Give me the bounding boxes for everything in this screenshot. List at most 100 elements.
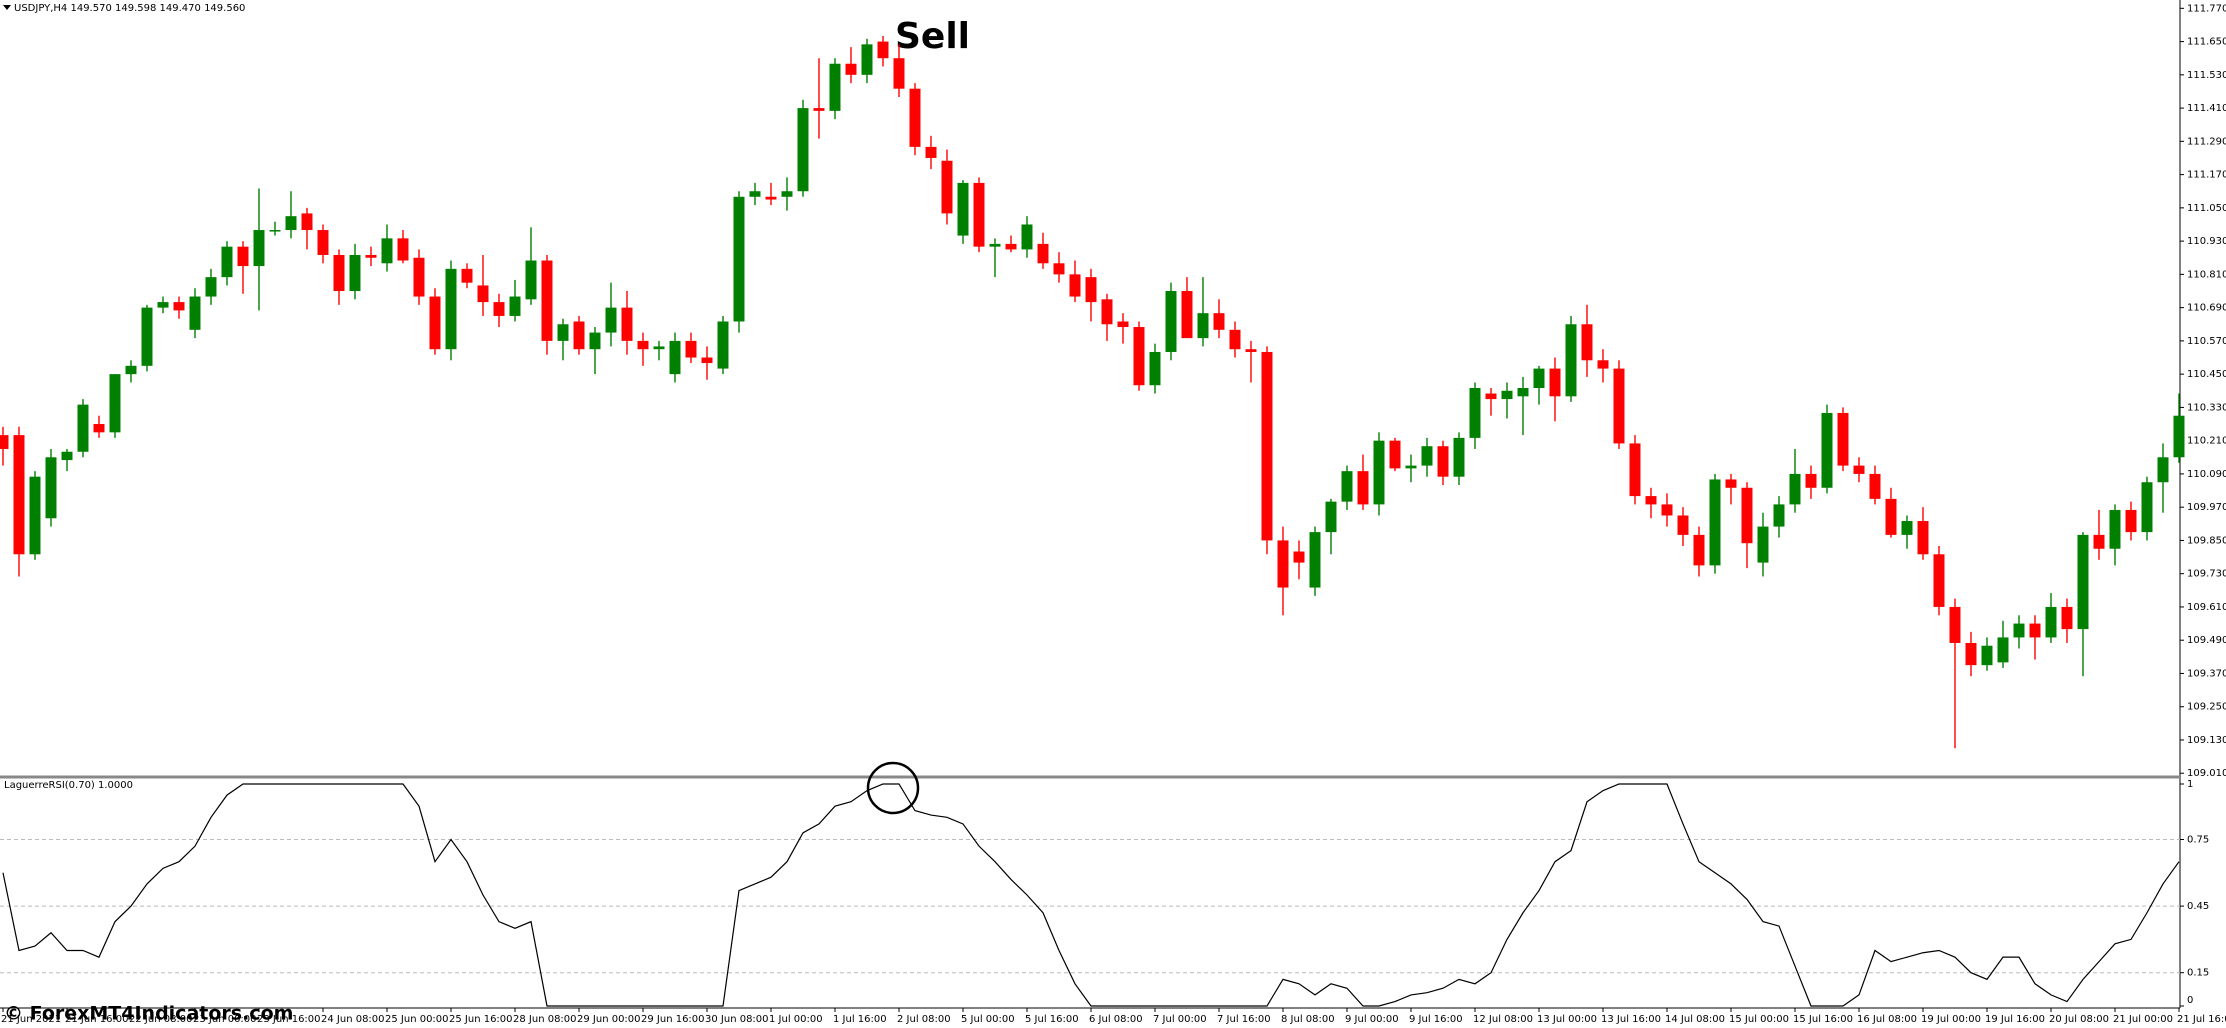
candle-body (253, 230, 265, 267)
candle-body (477, 285, 489, 303)
candle-body (765, 196, 777, 200)
candle-body (1485, 393, 1497, 400)
x-tick-label: 21 Jun 2021 (1, 1014, 61, 1025)
candle-body (1565, 324, 1577, 397)
candle-body (317, 230, 329, 255)
candle-body (29, 476, 41, 555)
candle-body (1069, 274, 1081, 297)
candle-body (637, 340, 649, 350)
candle-body (669, 340, 681, 375)
x-tick-label: 7 Jul 16:00 (1217, 1014, 1271, 1025)
y-tick-label: 110.210 (2187, 436, 2226, 447)
menu-arrow (3, 5, 11, 10)
y-tick-label: 111.290 (2187, 136, 2226, 147)
candle-body (1965, 642, 1977, 666)
candle-body (1645, 496, 1657, 505)
candle-body (125, 365, 137, 375)
candle-body (653, 346, 665, 350)
x-tick-label: 1 Jul 00:00 (769, 1014, 823, 1025)
x-tick-label: 1 Jul 16:00 (833, 1014, 887, 1025)
candle-body (1917, 521, 1929, 555)
candle-body (333, 254, 345, 291)
candle-body (445, 268, 457, 350)
candle-body (813, 108, 825, 111)
candle-body (1309, 532, 1321, 588)
indicator-tick-label: 0 (2187, 995, 2193, 1006)
x-tick-label: 22 Jun 08:00 (129, 1014, 193, 1025)
x-tick-label: 5 Jul 16:00 (1025, 1014, 1079, 1025)
candle-body (301, 213, 313, 231)
candle-body (685, 340, 697, 358)
candle-body (557, 324, 569, 341)
y-tick-label: 111.530 (2187, 70, 2226, 81)
candle-body (1693, 534, 1705, 566)
x-tick-label: 7 Jul 00:00 (1153, 1014, 1207, 1025)
candle-body (2077, 534, 2089, 630)
candle-body (1661, 504, 1673, 516)
candle-body (1421, 446, 1433, 466)
y-tick-label: 111.050 (2187, 203, 2226, 214)
candle-body (733, 196, 745, 322)
y-tick-label: 110.930 (2187, 236, 2226, 247)
candle-body (1517, 388, 1529, 397)
candle-body (397, 238, 409, 261)
candle-body (909, 88, 921, 147)
candle-body (1773, 504, 1785, 527)
x-tick-label: 21 Jul 16:00 (2177, 1014, 2226, 1025)
x-tick-label: 19 Jul 16:00 (1985, 1014, 2045, 1025)
candle-body (1325, 501, 1337, 533)
candle-body (621, 307, 633, 341)
x-tick-label: 15 Jul 00:00 (1729, 1014, 1789, 1025)
candle-body (461, 268, 473, 283)
y-tick-label: 111.770 (2187, 3, 2226, 14)
x-tick-label: 16 Jul 08:00 (1857, 1014, 1917, 1025)
candle-body (141, 307, 153, 366)
x-tick-label: 5 Jul 00:00 (961, 1014, 1015, 1025)
candle-body (1197, 313, 1209, 339)
candle-body (749, 191, 761, 197)
candle-body (1133, 327, 1145, 386)
y-tick-label: 111.410 (2187, 103, 2226, 114)
candle-body (365, 254, 377, 258)
candle-body (1757, 526, 1769, 563)
x-tick-label: 28 Jun 08:00 (513, 1014, 577, 1025)
candle-body (1373, 440, 1385, 505)
candle-body (1469, 388, 1481, 438)
candle-body (781, 191, 793, 197)
y-tick-label: 111.650 (2187, 37, 2226, 48)
y-tick-label: 109.250 (2187, 702, 2226, 713)
candle-body (1101, 299, 1113, 325)
candle-body (1181, 291, 1193, 339)
chart-title: USDJPY,H4 149.570 149.598 149.470 149.56… (14, 3, 245, 14)
x-tick-label: 13 Jul 00:00 (1537, 1014, 1597, 1025)
x-tick-label: 21 Jul 00:00 (2113, 1014, 2173, 1025)
candle-body (1805, 473, 1817, 488)
candle-body (925, 146, 937, 158)
candle-body (1709, 479, 1721, 566)
candle-body (13, 435, 25, 555)
x-tick-label: 29 Jun 00:00 (577, 1014, 641, 1025)
candle-body (1581, 324, 1593, 361)
candle-body (877, 41, 889, 59)
candle-body (605, 307, 617, 333)
candle-body (1293, 551, 1305, 563)
x-tick-label: 6 Jul 08:00 (1089, 1014, 1143, 1025)
candle-body (1437, 446, 1449, 477)
candle-body (2125, 509, 2137, 533)
x-tick-label: 19 Jul 00:00 (1921, 1014, 1981, 1025)
x-tick-label: 25 Jun 16:00 (449, 1014, 513, 1025)
candle-body (525, 260, 537, 300)
annotation: Sell (895, 16, 970, 57)
y-tick-label: 110.090 (2187, 469, 2226, 480)
y-tick-label: 109.970 (2187, 502, 2226, 513)
candle-body (1613, 368, 1625, 444)
candle-body (1869, 473, 1881, 499)
candle-body (429, 296, 441, 350)
candle-body (1213, 313, 1225, 330)
candle-body (1997, 637, 2009, 663)
candle-body (0, 435, 9, 449)
candle-body (205, 277, 217, 297)
indicator-name: LaguerreRSI(0.70) 1.0000 (4, 780, 133, 791)
